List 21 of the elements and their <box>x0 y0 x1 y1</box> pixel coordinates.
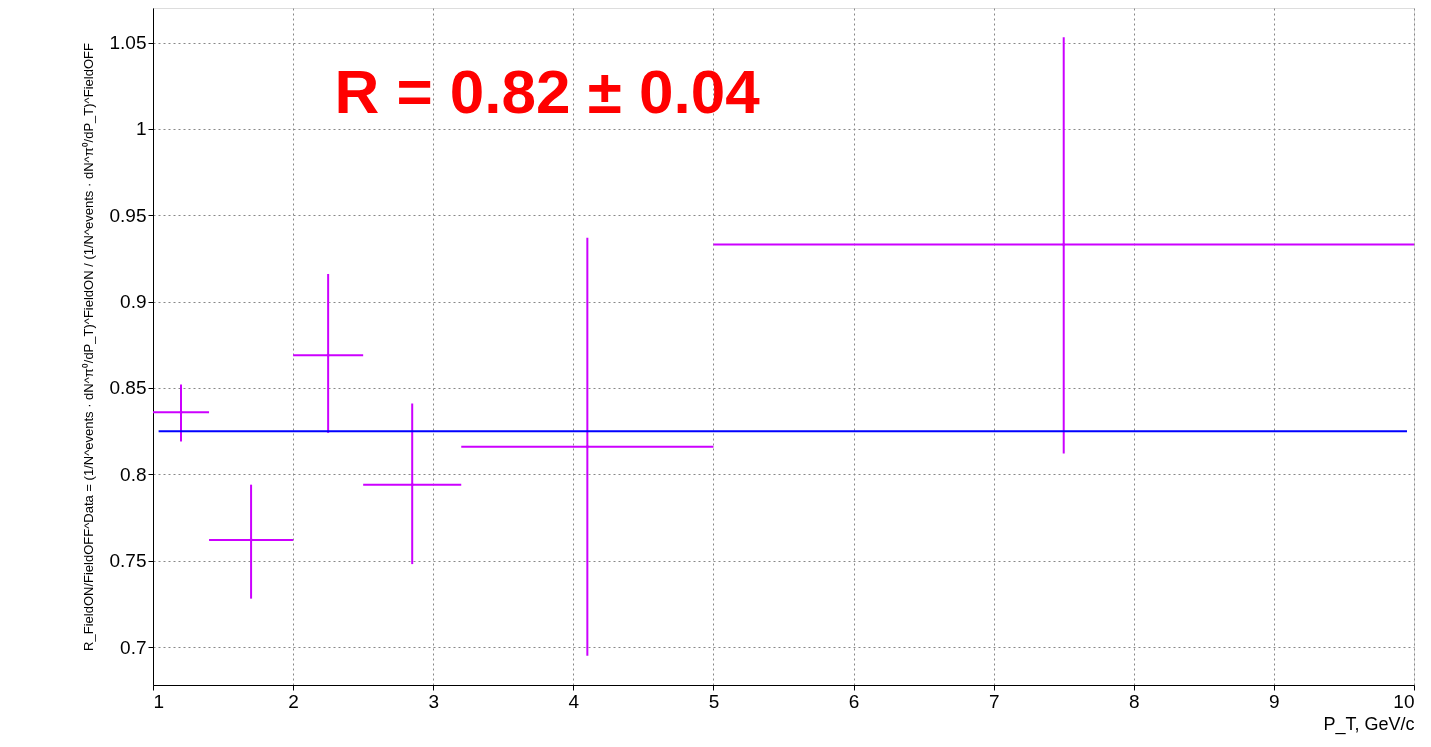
x-tick-label: 2 <box>288 690 299 712</box>
x-tick-label: 4 <box>568 690 580 712</box>
y-axis-title: R_FieldON/FieldOFF^Data = (1/N^events · dN^π⁰/dP_T)^FieldON / (1/N^events · dN^π⁰/dP_T)^FieldOFF <box>80 43 96 651</box>
x-tick-label: 1 <box>153 690 165 712</box>
y-tick-label: 1 <box>135 118 147 140</box>
x-tick-label: 5 <box>708 690 720 712</box>
x-tick-label: 10 <box>1393 690 1415 712</box>
x-tick-label: 7 <box>988 690 1000 712</box>
x-tick-label: 9 <box>1269 690 1280 712</box>
x-tick-label: 3 <box>428 690 440 712</box>
y-tick-label: 0.85 <box>109 377 147 399</box>
x-tick-label: 6 <box>848 690 860 712</box>
annotation: R = 0.82 ± 0.04 <box>334 56 761 126</box>
x-axis-title: P_T, GeV/c <box>1323 713 1415 735</box>
y-tick-label: 0.9 <box>120 291 147 313</box>
y-tick-label: 1.05 <box>109 32 147 54</box>
y-tick-label: 0.8 <box>120 463 147 485</box>
y-tick-label: 0.95 <box>109 204 147 226</box>
y-tick-label: 0.75 <box>109 550 147 572</box>
x-tick-label: 8 <box>1128 690 1140 712</box>
y-tick-label: 0.7 <box>120 636 147 658</box>
